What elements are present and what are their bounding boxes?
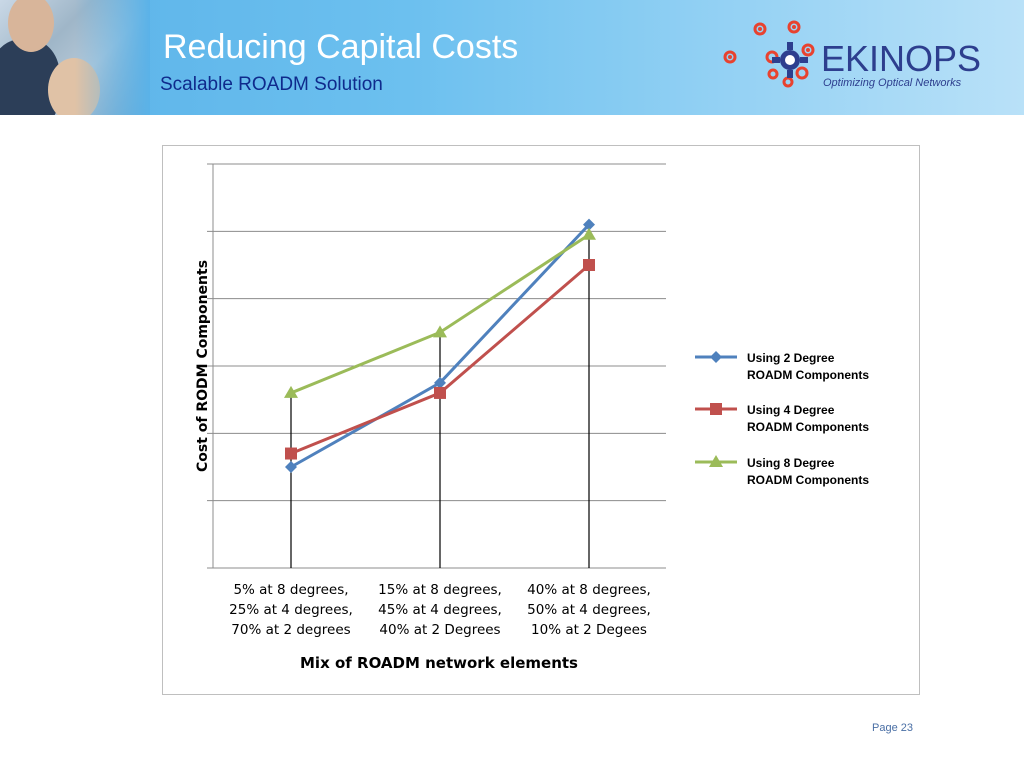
x-tick-label: 40% at 2 Degrees	[379, 622, 500, 638]
legend-label: ROADM Components	[747, 473, 869, 487]
data-point-triangle	[284, 385, 298, 398]
legend-label: ROADM Components	[747, 420, 869, 434]
x-tick-label: 70% at 2 degrees	[231, 622, 350, 638]
data-point-square	[583, 259, 595, 271]
data-point-triangle	[433, 325, 447, 338]
x-tick-label: 10% at 2 Degees	[531, 622, 647, 638]
legend-marker-triangle	[709, 455, 723, 467]
x-tick-label: 45% at 4 degrees,	[378, 602, 502, 618]
page-number: Page 23	[872, 722, 913, 734]
chart-frame: 5% at 8 degrees, 25% at 4 degrees, 70% at …	[162, 145, 920, 695]
data-point-diamond	[583, 218, 595, 231]
x-tick-label: 25% at 4 degrees,	[229, 602, 353, 618]
legend-label: Using 8 Degree	[747, 456, 835, 470]
x-tick-label: 40% at 8 degrees,	[527, 582, 651, 598]
x-tick-label: 5% at 8 degrees,	[233, 582, 348, 598]
x-axis-label: Mix of ROADM network elements	[300, 654, 578, 672]
x-tick-label: 50% at 4 degrees,	[527, 602, 651, 618]
legend-marker-diamond	[710, 351, 722, 363]
photo-fade	[0, 0, 150, 115]
data-point-triangle	[582, 227, 596, 240]
slide-title: Reducing Capital Costs	[163, 28, 519, 66]
y-axis-label: Cost of RODM Components	[195, 260, 211, 472]
data-point-square	[285, 447, 297, 460]
header-photo	[0, 0, 150, 115]
slide-header: Reducing Capital Costs Scalable ROADM So…	[0, 0, 1024, 115]
x-tick-label: 15% at 8 degrees,	[378, 582, 502, 598]
legend-label: ROADM Components	[747, 368, 869, 382]
line-chart: 5% at 8 degrees, 25% at 4 degrees, 70% at …	[195, 163, 869, 672]
data-point-diamond	[434, 376, 446, 389]
legend-marker-square	[710, 403, 722, 415]
logo-tagline: Optimizing Optical Networks	[823, 77, 962, 89]
legend-label: Using 4 Degree	[747, 403, 835, 417]
ekinops-logo-icon	[723, 20, 815, 88]
logo-wordmark: EKINOPS	[821, 38, 982, 79]
data-point-diamond	[285, 461, 297, 473]
slide-subtitle: Scalable ROADM Solution	[160, 74, 383, 95]
data-point-square	[434, 386, 446, 399]
legend-label: Using 2 Degree	[747, 351, 835, 365]
